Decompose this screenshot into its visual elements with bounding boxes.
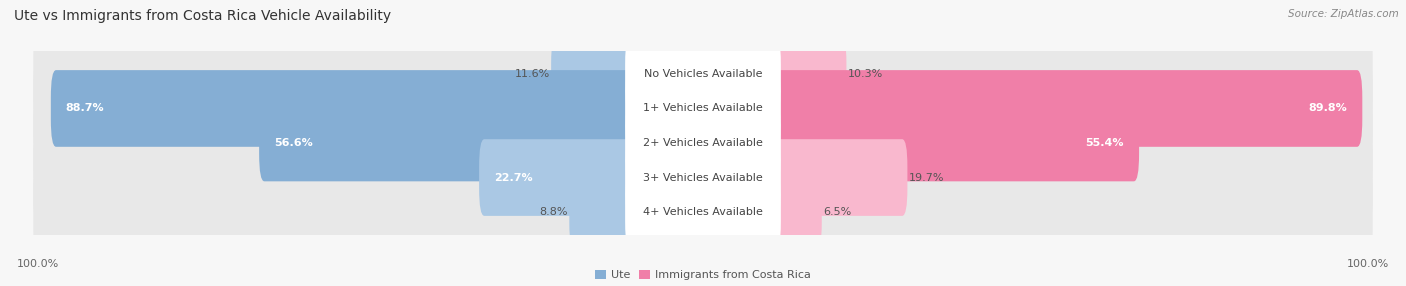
FancyBboxPatch shape	[34, 14, 1372, 134]
FancyBboxPatch shape	[769, 139, 907, 216]
Text: 3+ Vehicles Available: 3+ Vehicles Available	[643, 172, 763, 182]
FancyBboxPatch shape	[626, 168, 780, 256]
FancyBboxPatch shape	[259, 105, 637, 181]
FancyBboxPatch shape	[626, 30, 780, 118]
FancyBboxPatch shape	[479, 139, 637, 216]
Text: 100.0%: 100.0%	[1347, 259, 1389, 269]
FancyBboxPatch shape	[626, 99, 780, 187]
FancyBboxPatch shape	[51, 70, 637, 147]
Text: 4+ Vehicles Available: 4+ Vehicles Available	[643, 207, 763, 217]
Text: 2+ Vehicles Available: 2+ Vehicles Available	[643, 138, 763, 148]
Text: 19.7%: 19.7%	[908, 172, 945, 182]
Text: Ute vs Immigrants from Costa Rica Vehicle Availability: Ute vs Immigrants from Costa Rica Vehicl…	[14, 9, 391, 23]
Text: 88.7%: 88.7%	[66, 104, 104, 114]
FancyBboxPatch shape	[626, 65, 780, 152]
Text: 89.8%: 89.8%	[1309, 104, 1347, 114]
FancyBboxPatch shape	[769, 174, 821, 251]
FancyBboxPatch shape	[769, 105, 1139, 181]
Text: 1+ Vehicles Available: 1+ Vehicles Available	[643, 104, 763, 114]
Text: 55.4%: 55.4%	[1085, 138, 1125, 148]
Text: 8.8%: 8.8%	[540, 207, 568, 217]
Text: 6.5%: 6.5%	[823, 207, 851, 217]
Legend: Ute, Immigrants from Costa Rica: Ute, Immigrants from Costa Rica	[595, 270, 811, 281]
FancyBboxPatch shape	[569, 174, 637, 251]
Text: No Vehicles Available: No Vehicles Available	[644, 69, 762, 79]
FancyBboxPatch shape	[34, 118, 1372, 237]
FancyBboxPatch shape	[34, 49, 1372, 168]
Text: 11.6%: 11.6%	[515, 69, 550, 79]
Text: 100.0%: 100.0%	[17, 259, 59, 269]
FancyBboxPatch shape	[626, 134, 780, 221]
FancyBboxPatch shape	[769, 35, 846, 112]
Text: 56.6%: 56.6%	[274, 138, 312, 148]
Text: Source: ZipAtlas.com: Source: ZipAtlas.com	[1288, 9, 1399, 19]
FancyBboxPatch shape	[34, 83, 1372, 203]
FancyBboxPatch shape	[34, 152, 1372, 272]
FancyBboxPatch shape	[769, 70, 1362, 147]
Text: 22.7%: 22.7%	[494, 172, 533, 182]
Text: 10.3%: 10.3%	[848, 69, 883, 79]
FancyBboxPatch shape	[551, 35, 637, 112]
